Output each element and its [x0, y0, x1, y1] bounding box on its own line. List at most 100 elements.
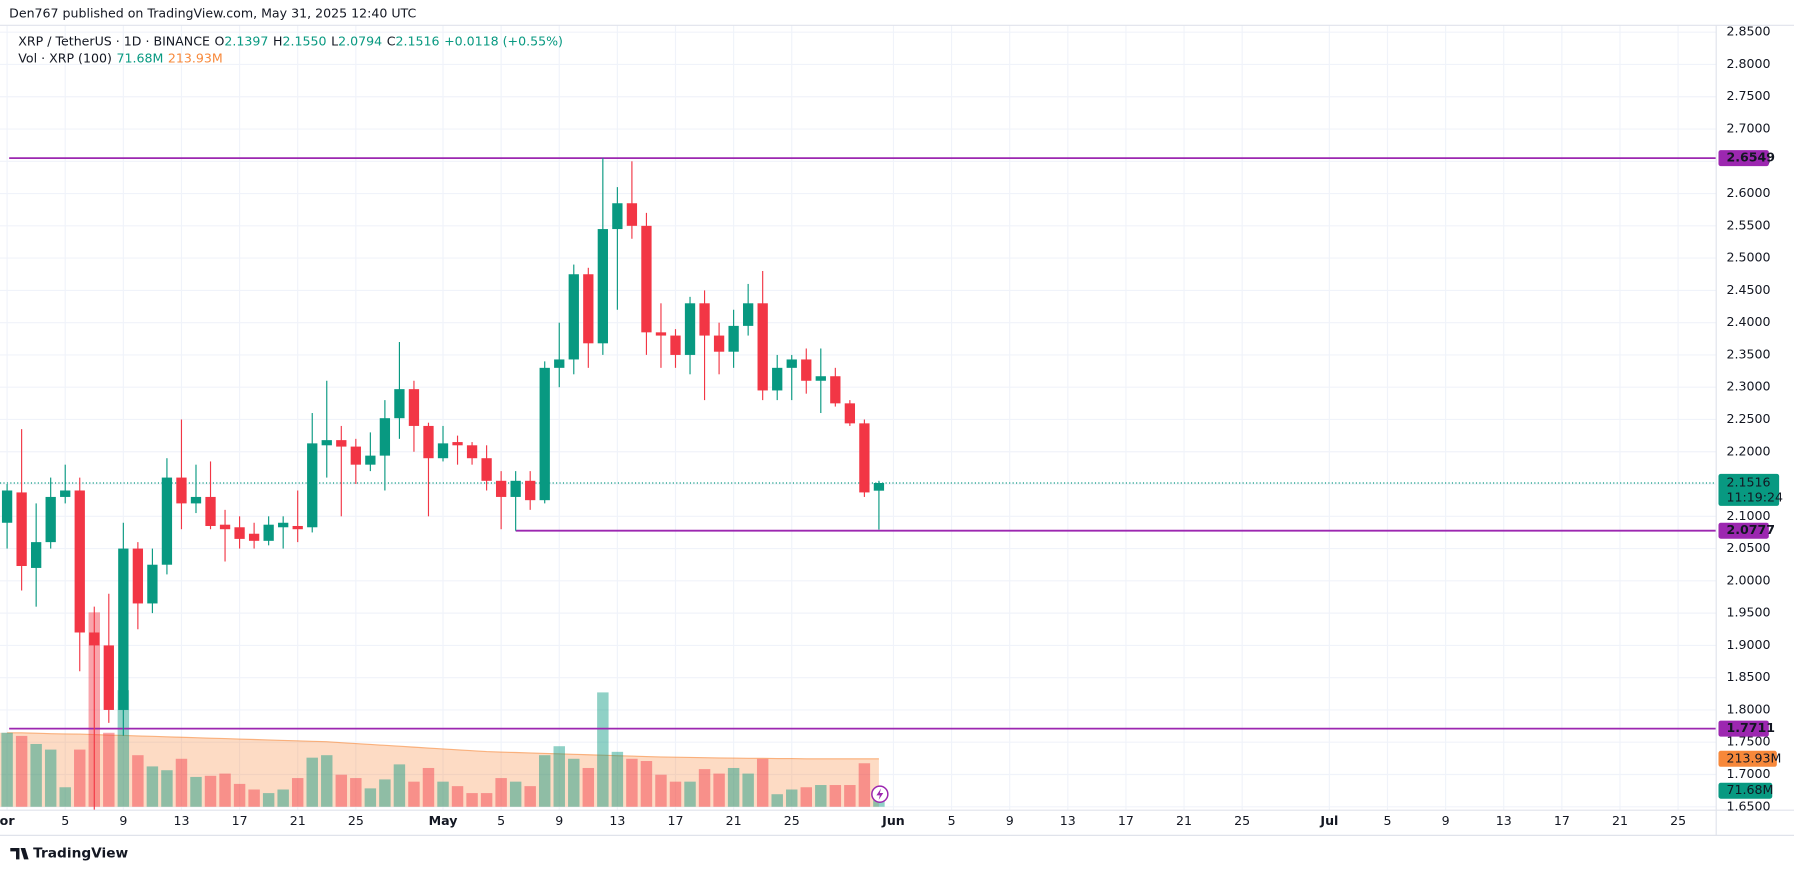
volume-bar — [568, 758, 580, 807]
candle-body — [786, 359, 797, 368]
volume-bar — [379, 779, 391, 807]
y-tick-label: 2.2500 — [1726, 411, 1770, 426]
level-badge — [1718, 720, 1769, 737]
o-value: 2.1397 — [224, 33, 268, 48]
candle-body — [742, 303, 754, 326]
candle-body — [437, 443, 449, 459]
countdown-label: 11:19:24 — [1726, 489, 1783, 504]
x-tick-label: or — [0, 813, 15, 828]
volume-bar — [30, 743, 42, 807]
x-tick-label: 9 — [555, 813, 563, 828]
candle-body — [379, 418, 391, 456]
candle-body — [452, 442, 463, 446]
volume-ma-line — [7, 732, 879, 760]
volume-bar — [611, 751, 624, 807]
volume-title: Vol · XRP (100) — [18, 50, 112, 65]
y-tick-label: 1.6500 — [1726, 798, 1770, 813]
candle-body — [684, 303, 696, 355]
symbol-legend: XRP / TetherUS · 1D · BINANCE O2.1397 H2.1… — [18, 33, 563, 48]
x-tick-label: 9 — [1442, 813, 1450, 828]
x-tick-label: 9 — [1006, 813, 1014, 828]
x-tick-label: 25 — [784, 813, 800, 828]
volume-bar — [669, 781, 682, 807]
candle-body — [205, 496, 216, 526]
candle-body — [147, 564, 158, 604]
y-tick-label: 2.6000 — [1726, 185, 1770, 200]
l-value: 2.0794 — [338, 33, 382, 48]
volume-bar — [742, 773, 754, 807]
volume-bar — [771, 794, 783, 807]
candle-body — [263, 524, 274, 541]
candle-body — [103, 645, 114, 710]
level-label: 2.6549 — [1726, 150, 1775, 165]
volume-bar — [626, 758, 638, 807]
candle-body — [161, 477, 173, 565]
volume-bar — [640, 761, 653, 807]
volume-bar — [364, 788, 377, 807]
volume-bar — [858, 763, 871, 807]
volume-bar — [59, 787, 71, 807]
candle-body — [713, 335, 725, 352]
candle-body — [60, 490, 71, 497]
alert-icon[interactable] — [871, 785, 889, 803]
x-tick-label: 5 — [497, 813, 505, 828]
volume-bar — [597, 692, 609, 807]
x-tick-label: 13 — [1060, 813, 1076, 828]
volume-ma-value: 213.93M — [168, 50, 223, 65]
volume-ma-badge — [1718, 750, 1777, 767]
candle-body — [31, 542, 42, 568]
volume-bar — [408, 781, 420, 807]
brand: TradingView — [33, 846, 128, 862]
candle-body — [757, 303, 768, 391]
y-tick-label: 2.1000 — [1726, 508, 1770, 523]
level-badge — [1718, 150, 1769, 167]
candle-body — [16, 492, 27, 567]
volume-bar — [1, 732, 13, 807]
volume-bar — [509, 781, 522, 807]
candle-body — [132, 548, 144, 604]
volume-bar — [539, 755, 551, 807]
y-tick-label: 2.7500 — [1726, 88, 1770, 103]
x-tick-label: 25 — [1234, 813, 1250, 828]
x-tick-label: 21 — [290, 813, 306, 828]
candle-body — [583, 274, 594, 344]
l-key: L — [331, 33, 338, 48]
candle-body — [190, 496, 202, 504]
level-label: 2.0777 — [1726, 522, 1775, 537]
candle-body — [510, 480, 521, 497]
candle-body — [612, 203, 623, 230]
candle-body — [495, 480, 507, 497]
candle-body — [859, 423, 870, 493]
candle-body — [597, 229, 608, 344]
volume-bar — [524, 786, 536, 807]
volume-bar — [480, 793, 493, 807]
candle-body — [539, 367, 550, 501]
x-tick-label: Jul — [1319, 813, 1338, 828]
candle-body — [466, 445, 478, 459]
volume-bar — [262, 793, 275, 807]
volume-bar — [161, 770, 173, 807]
x-tick-label: Jun — [881, 813, 905, 828]
x-tick-label: 17 — [232, 813, 248, 828]
volume-bar — [175, 758, 188, 807]
volume-bar — [582, 767, 595, 807]
volume-bar — [393, 764, 406, 807]
volume-bar — [15, 735, 28, 807]
x-tick-label: 17 — [1554, 813, 1570, 828]
candle-body — [815, 376, 826, 381]
candle-body — [844, 403, 856, 424]
x-tick-label: 17 — [667, 813, 683, 828]
alert-bolt[interactable] — [876, 788, 884, 800]
c-key: C — [387, 33, 396, 48]
volume-bar — [321, 755, 333, 807]
y-tick-label: 1.8500 — [1726, 669, 1770, 684]
y-tick-label: 1.9000 — [1726, 637, 1770, 652]
x-tick-label: May — [429, 813, 458, 828]
volume-bar — [815, 785, 827, 807]
x-tick-label: 21 — [1176, 813, 1192, 828]
volume-bar — [466, 793, 478, 807]
y-tick-label: 2.8000 — [1726, 56, 1770, 71]
volume-badge-label: 71.68M — [1726, 782, 1773, 797]
